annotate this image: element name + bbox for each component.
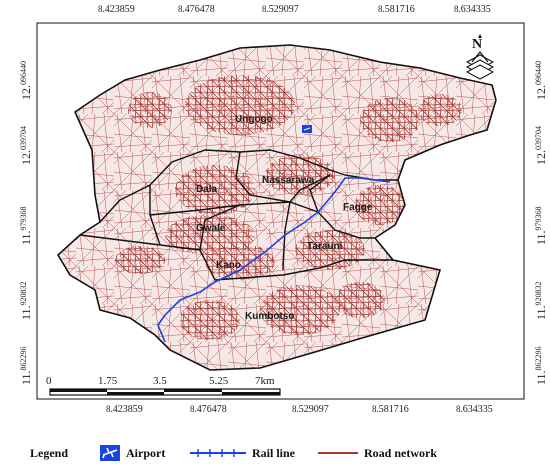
north-arrow-icon: N [465, 34, 495, 80]
map-legend: Legend Airport Rail line Road network [0, 432, 550, 464]
area-label-fagge: Fagge [343, 202, 373, 213]
area-label-ungogo: Ungogo [235, 114, 273, 125]
right-tick-3: 11.920832 [534, 281, 548, 320]
urban-dense-areas [115, 75, 462, 340]
legend-label-road: Road network [364, 445, 438, 460]
top-tick-labels: 8.423859 8.476478 8.529097 8.581716 8.63… [98, 4, 491, 15]
svg-text:N: N [472, 37, 482, 52]
kano-metro-boundary [56, 44, 497, 371]
left-tick-0: 12.096440 [19, 61, 33, 100]
left-tick-3: 11.920832 [19, 281, 33, 320]
right-tick-4: 11.862296 [534, 346, 548, 385]
legend-label-airport: Airport [126, 445, 166, 460]
rail-line [157, 177, 391, 343]
bottom-tick-labels: 8.423859 8.476478 8.529097 8.581716 8.63… [106, 404, 493, 415]
area-label-kumbotso: Kumbotso [245, 311, 294, 322]
right-tick-0: 12.096440 [534, 61, 548, 100]
right-tick-labels: 12.096440 12.039704 11.979368 11.920832 … [534, 61, 548, 385]
legend-item-rail: Rail line [190, 442, 295, 464]
scale-label-3: 5.25 [209, 375, 229, 387]
scale-bar: 0 1.75 3.5 5.25 7km [46, 375, 281, 396]
legend-item-airport: Airport [100, 442, 165, 464]
scale-label-2: 3.5 [153, 375, 167, 387]
top-tick-3: 8.581716 [378, 4, 415, 15]
map-figure: Ungogo Dala Nassarawa Fagge Gwale Taraun… [19, 4, 548, 415]
airport-marker [302, 125, 312, 133]
left-tick-labels: 12.096440 12.039704 11.979368 11.920832 … [19, 61, 33, 385]
bottom-tick-2: 8.529097 [292, 404, 329, 415]
lga-boundaries [79, 149, 398, 281]
right-tick-2: 11.979368 [534, 206, 548, 245]
airport-icon [100, 445, 120, 461]
top-tick-0: 8.423859 [98, 4, 135, 15]
right-tick-1: 12.039704 [534, 126, 548, 165]
top-tick-1: 8.476478 [178, 4, 215, 15]
legend-item-road: Road network [318, 442, 437, 464]
legend-title: Legend [30, 446, 69, 460]
area-label-tarauni: Tarauni [307, 241, 343, 252]
bottom-tick-4: 8.634335 [456, 404, 493, 415]
road-line-icon [318, 452, 358, 454]
scale-label-0: 0 [46, 375, 52, 387]
bottom-tick-1: 8.476478 [190, 404, 227, 415]
scale-label-4: 7km [255, 375, 275, 387]
area-label-nassarawa: Nassarawa [262, 175, 315, 186]
bottom-tick-3: 8.581716 [372, 404, 409, 415]
top-tick-2: 8.529097 [262, 4, 299, 15]
area-label-kano: Kano [216, 260, 241, 271]
area-label-dala: Dala [196, 184, 218, 195]
bottom-tick-0: 8.423859 [106, 404, 143, 415]
area-label-gwale: Gwale [196, 223, 226, 234]
left-tick-4: 11.862296 [19, 346, 33, 385]
top-tick-4: 8.634335 [454, 4, 491, 15]
legend-label-rail: Rail line [252, 445, 296, 460]
scale-label-1: 1.75 [98, 375, 118, 387]
left-tick-1: 12.039704 [19, 126, 33, 165]
left-tick-2: 11.979368 [19, 206, 33, 245]
rail-line-icon [190, 448, 246, 458]
